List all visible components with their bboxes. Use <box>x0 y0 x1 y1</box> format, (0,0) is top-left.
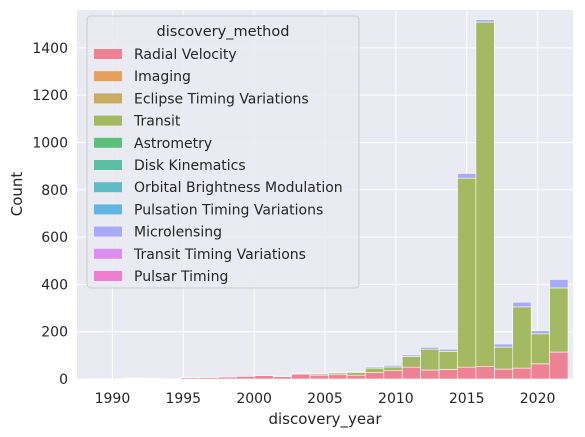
bar-segment <box>512 301 532 308</box>
legend-swatch <box>94 226 122 237</box>
legend-label: Transit Timing Variations <box>133 247 306 263</box>
bar-segment <box>494 346 514 370</box>
bar-segment <box>549 279 569 289</box>
y-tick-label: 1000 <box>32 135 68 151</box>
bar-segment <box>420 369 440 380</box>
legend-label: Eclipse Timing Variations <box>134 91 309 107</box>
x-tick-label: 1995 <box>165 391 201 407</box>
legend-swatch <box>94 271 122 281</box>
bar-segment <box>401 366 421 380</box>
bar-segment <box>365 372 385 380</box>
bar-segment <box>346 371 366 373</box>
legend-label: Disk Kinematics <box>134 158 246 174</box>
bar-segment <box>199 377 219 380</box>
bar-segment <box>549 287 569 353</box>
x-tick-label: 2000 <box>236 391 272 407</box>
legend-label: Transit <box>133 114 181 130</box>
x-tick-label: 2005 <box>307 391 343 407</box>
legend-label: Radial Velocity <box>134 47 237 63</box>
bar-segment <box>438 351 458 370</box>
y-tick-label: 0 <box>59 372 68 388</box>
bar-segment <box>401 356 421 368</box>
legend-swatch <box>94 137 122 148</box>
legend-label: Orbital Brightness Modulation <box>134 180 343 196</box>
legend-label: Astrometry <box>134 136 212 152</box>
legend-label: Pulsation Timing Variations <box>134 202 323 218</box>
bar-segment <box>346 372 366 376</box>
bar-segment <box>365 366 385 369</box>
legend-swatch <box>94 248 122 259</box>
bar-segment <box>512 367 532 380</box>
bar-segment <box>530 333 550 365</box>
bar-segment <box>401 354 421 357</box>
y-tick-label: 800 <box>41 183 68 199</box>
bar-segment <box>383 366 403 372</box>
bar-segment <box>272 376 292 380</box>
bar-segment <box>494 343 514 348</box>
legend-label: Microlensing <box>134 225 222 241</box>
bar-segment <box>365 367 385 373</box>
bar-segment <box>420 347 440 350</box>
y-tick-label: 1200 <box>32 88 68 104</box>
bar-segment <box>180 377 200 380</box>
bar-segment <box>457 177 477 368</box>
bar-segment <box>383 364 403 368</box>
x-tick-label: 2010 <box>378 391 414 407</box>
bar-segment <box>475 19 495 23</box>
bar-segment <box>530 363 550 380</box>
bar-segment <box>512 306 532 369</box>
bar-segment <box>530 330 550 335</box>
legend: discovery_method Radial Velocity Imaging E… <box>86 15 360 289</box>
bar-segment <box>420 348 440 371</box>
y-tick-label: 400 <box>41 277 68 293</box>
x-tick-label: 1990 <box>95 391 131 407</box>
bar-segment <box>346 374 366 380</box>
legend-items: Radial Velocity Imaging Eclipse Timing Var… <box>94 47 343 285</box>
legend-swatch <box>94 71 122 82</box>
bar-segment <box>309 374 329 380</box>
legend-title: discovery_method <box>157 24 290 40</box>
y-tick-label: 1400 <box>32 41 68 57</box>
bar-segment <box>475 366 495 380</box>
bar-segment <box>309 373 329 376</box>
bar-segment <box>438 348 458 352</box>
legend-swatch <box>94 93 122 104</box>
y-axis-label: Count <box>8 172 26 217</box>
bar-segment <box>291 373 311 380</box>
x-tick-labels: 1990 1995 2000 2005 2010 2015 2020 <box>95 391 556 407</box>
legend-label: Pulsar Timing <box>134 269 228 285</box>
bar-segment <box>328 374 348 380</box>
legend-swatch <box>94 182 122 193</box>
legend-swatch <box>94 204 122 215</box>
legend-box <box>86 15 360 289</box>
legend-swatch <box>94 115 122 126</box>
bar-segment <box>383 370 403 380</box>
bar-segment <box>236 376 256 380</box>
bar-segment <box>254 375 274 380</box>
bar-segment <box>457 173 477 179</box>
y-tick-label: 200 <box>41 325 68 341</box>
legend-swatch <box>94 49 122 59</box>
y-tick-labels: 0 200 400 600 800 1000 1200 1400 <box>32 41 68 388</box>
x-tick-label: 2020 <box>520 391 556 407</box>
legend-swatch <box>94 160 122 170</box>
bar-segment <box>217 376 237 380</box>
bar-segment <box>494 368 514 380</box>
bar-segment <box>457 366 477 380</box>
x-axis-label: discovery_year <box>268 410 382 429</box>
x-tick-label: 2015 <box>449 391 485 407</box>
y-tick-label: 600 <box>41 230 68 246</box>
legend-label: Imaging <box>134 69 191 85</box>
bars <box>88 19 569 380</box>
bar-segment <box>475 21 495 367</box>
bar-segment <box>438 369 458 380</box>
bar-segment <box>549 351 569 380</box>
